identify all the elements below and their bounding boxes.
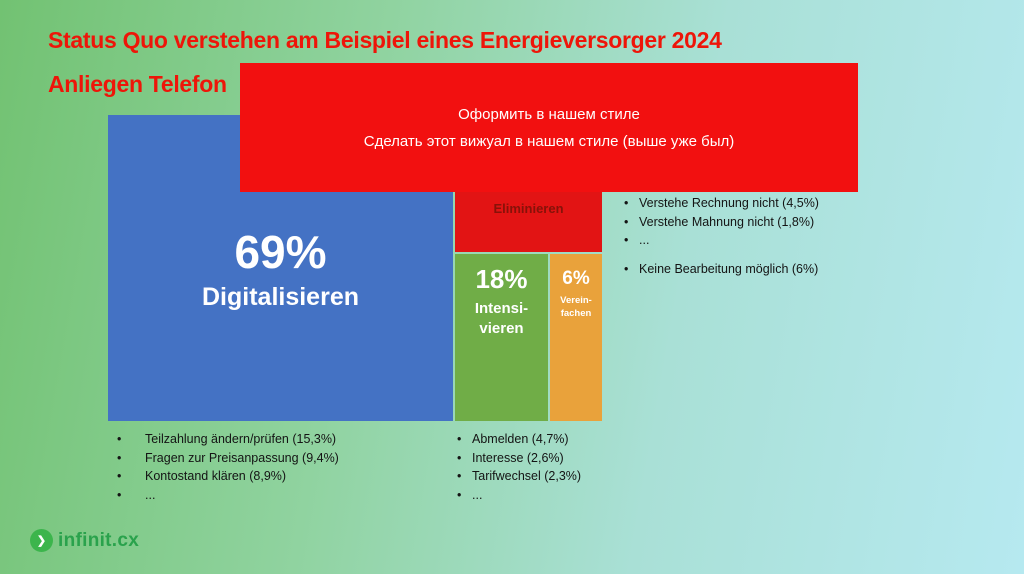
list-item: •... (117, 487, 156, 502)
details-list-digitalisieren: • Teilzahlung ändern/prüfen (15,3%) • Frag… (112, 430, 339, 504)
segment-label: Eliminieren (493, 201, 564, 216)
list-item: • Abmelden (4,7%) (457, 432, 569, 446)
brand-logo: ❯ infinit.cx (30, 529, 139, 552)
slide-title-line1: Status Quo verstehen am Beispiel eines E… (48, 27, 722, 53)
details-list-eliminieren: • Verstehe Rechnung nicht (4,5%) • Versteh… (622, 194, 819, 278)
segment-label: Intensi-vieren (474, 300, 529, 337)
logo-circle-icon: ❯ (30, 529, 53, 552)
annotation-line2: Сделать этот вижуал в нашем стиле (выше … (363, 132, 735, 150)
segment-label: Digitalisieren (202, 282, 359, 311)
list-item: • Fragen zur Preisanpassung (9,4%) (117, 450, 339, 465)
list-item: • Kontostand klären (8,9%) (117, 469, 287, 483)
segment-percent: 69% (234, 225, 327, 278)
slide-title-line2: Anliegen Telefon (48, 71, 227, 97)
segment-percent: 6% (562, 268, 590, 289)
treemap-cell-vereinfachen: 6% Verein-fachen (550, 254, 602, 421)
annotation-line1: Оформить в нашем стиле (458, 105, 640, 123)
list-item: • Interesse (2,6%) (457, 450, 564, 465)
list-gap (622, 250, 819, 260)
segment-percent: 18% (475, 264, 528, 294)
list-item: •... (624, 233, 650, 247)
list-item: • Tarifwechsel (2,3%) (457, 469, 582, 483)
logo-wordmark: infinit.cx (58, 529, 140, 551)
segment-label: Verein-fachen (560, 295, 592, 319)
list-item: • Verstehe Mahnung nicht (1,8%) (624, 214, 815, 229)
list-item: • Keine Bearbeitung möglich (6%) (624, 261, 819, 276)
annotation-overlay: Оформить в нашем стиле Сделать этот вижу… (240, 63, 858, 192)
list-item: • Teilzahlung ändern/prüfen (15,3%) (117, 432, 337, 446)
treemap-cell-intensivieren: 18% Intensi-vieren (455, 254, 548, 421)
details-list-intensivieren: • Abmelden (4,7%) • Interesse (2,6%) • Tari… (455, 430, 581, 504)
list-item: •... (457, 487, 483, 502)
list-item: • Verstehe Rechnung nicht (4,5%) (624, 196, 819, 210)
